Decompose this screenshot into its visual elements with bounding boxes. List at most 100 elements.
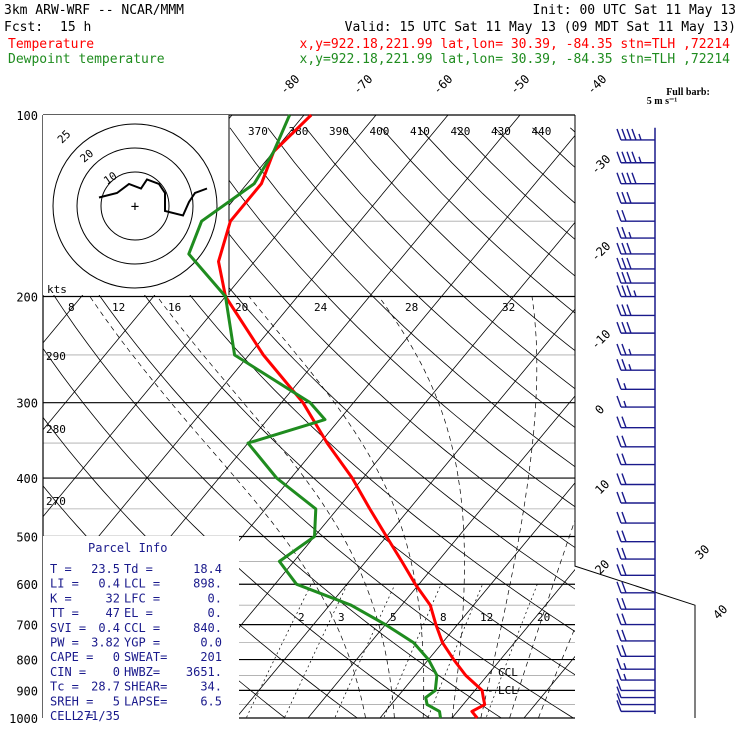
barb-flag [616,271,622,284]
parcel-info-field: 23.5 [91,562,120,576]
barb-flag [621,304,627,316]
barb-flag [616,172,622,184]
wind-barb [616,209,655,222]
ccl-label: CCL [498,666,518,679]
dry-adiabat [43,205,575,718]
parcel-info-field: CCL = [124,621,160,635]
parcel-info-field: SREH = [50,694,93,708]
barb-flag [616,128,622,141]
barb-flag [621,453,627,465]
parcel-info-field: 47 [106,606,120,620]
wind-barb [616,668,655,681]
wind-barb [616,128,655,141]
moist-adiabat-label: 8 [68,301,75,314]
hodograph-trace [98,178,208,217]
isotherm-label: 40 [710,602,730,622]
barb-flag [621,597,627,610]
isotherm-label: 20 [592,557,612,577]
isotherm-line [523,655,575,718]
barb-flag [626,151,632,163]
isotherm-label: 0 [592,402,607,417]
parcel-info-field: YGP = [124,636,160,650]
wind-barb [616,378,655,390]
mixing-ratio-line [383,584,442,718]
wind-barb [616,679,655,692]
moist-adiabat-label: 20 [235,301,248,314]
isotherm-line [451,569,575,718]
parcel-info-field: Td = [124,562,153,576]
barb-flag [616,416,622,428]
dry-adiabat [116,127,575,590]
isotherm-line [379,482,575,718]
parcel-info-field: LFC = [124,591,160,605]
pressure-label: 400 [16,472,38,486]
barb-flag [621,191,627,204]
theta-label: 390 [329,125,349,138]
parcel-info-field: CAPE = [50,650,93,664]
isotherm-label: 10 [592,477,612,497]
pressure-label: 300 [16,397,38,411]
parcel-info-field: 0. [208,591,222,605]
mixing-ratio-label: 3 [338,611,345,624]
theta-label: 430 [491,125,511,138]
parcel-info-field: 6.5 [200,694,222,708]
barb-flag [616,304,622,316]
barb-flag [616,693,622,705]
wind-barb [616,581,655,594]
dry-adiabat [43,130,575,676]
isotherm-label: -50 [507,72,532,97]
barb-flag [616,321,622,334]
moist-adiabat [538,627,575,718]
theta-label: 410 [410,125,430,138]
barb-flag [616,700,622,712]
parcel-info-field: SHEAR= [124,680,167,694]
dewpoint-profile-line [187,114,442,719]
barb-flag [626,285,632,297]
wind-barb [616,686,655,699]
barb-flag [616,242,622,255]
barb-flag [616,191,622,204]
mixing-ratio-line [283,584,348,718]
barb-flag [621,128,627,141]
pressure-label: 600 [16,578,38,592]
wind-barb [616,172,655,185]
barb-flag [621,645,627,657]
barb-flag [626,242,632,255]
barb-flag [626,321,632,334]
wind-barb [616,657,655,670]
barb-flag [626,257,632,270]
wind-barb [616,343,655,356]
parcel-info-field: 0.0 [200,636,222,650]
moist-adiabat-label: 12 [112,301,125,314]
parcel-info-field: CIN = [50,665,86,679]
parcel-info-panel: Parcel Info T = 23.5 Td = 18.4 LI = 0.4 LCL = 8… [43,536,239,726]
hodograph-center-plus: + [131,199,139,215]
wind-barb [616,693,655,706]
pressure-label: 500 [16,530,38,544]
parcel-info-field: 3.82 [91,636,120,650]
barb-flag [621,271,627,284]
moist-adiabat-label: 16 [168,301,181,314]
barb-half-flag [628,231,632,239]
barb-half-flag [638,156,642,163]
hodograph-ring [100,171,170,241]
barb-flag [621,547,627,560]
wind-barb [616,416,655,429]
barb-half-flag [628,348,632,356]
parcel-info-field: 18.4 [193,562,222,576]
wind-barbs [616,127,656,715]
wind-barb [616,530,655,543]
parcel-info-field: CELL = [50,709,93,723]
wind-barb [616,242,655,255]
barb-flag [616,581,622,594]
pressure-label: 900 [16,684,38,698]
isotherm-label: -80 [277,72,302,97]
isotherm-label: -20 [588,239,613,264]
moist-adiabat [248,296,425,718]
parcel-info-field: 28.7 [91,680,120,694]
moist-adiabat [378,296,465,718]
barb-half-flag [623,400,627,408]
parcel-info-field: EL = [124,606,153,620]
wind-barb [616,629,655,642]
isotherm-line [0,102,27,731]
